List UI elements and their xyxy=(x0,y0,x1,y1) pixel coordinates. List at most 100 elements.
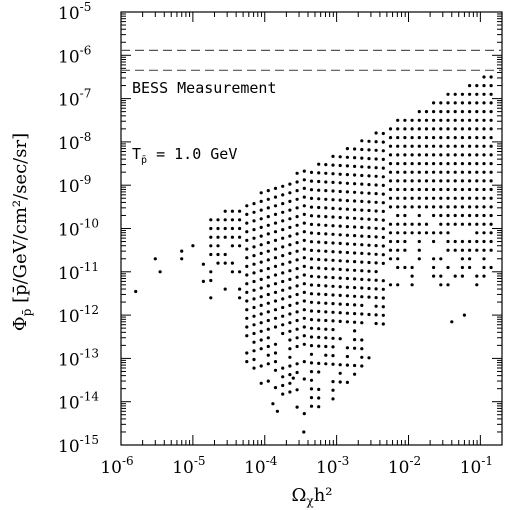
data-point xyxy=(475,84,479,88)
data-point xyxy=(281,314,285,318)
data-point xyxy=(245,230,249,234)
data-point xyxy=(374,287,378,291)
data-point xyxy=(295,388,299,392)
data-point xyxy=(388,196,393,200)
data-point xyxy=(338,259,342,263)
y-tick-label: 10-11 xyxy=(58,260,99,284)
data-point xyxy=(482,239,486,244)
data-point xyxy=(374,174,378,178)
data-point xyxy=(424,127,429,131)
data-point xyxy=(388,179,393,183)
major-ticks xyxy=(120,11,502,446)
data-point xyxy=(331,215,335,219)
data-point xyxy=(338,172,342,176)
data-point xyxy=(439,257,443,261)
data-point xyxy=(482,118,486,122)
data-point xyxy=(475,205,479,209)
data-point xyxy=(460,205,464,209)
data-point xyxy=(417,187,421,192)
data-point xyxy=(273,290,278,294)
data-point xyxy=(482,84,486,88)
data-point xyxy=(432,196,436,200)
data-point xyxy=(432,170,436,174)
data-point xyxy=(331,336,335,340)
data-point xyxy=(360,277,364,281)
data-point xyxy=(317,231,321,236)
y-axis-title-main: Φ xyxy=(10,316,31,331)
data-point xyxy=(317,327,321,331)
y-tick-label: 10-7 xyxy=(58,87,91,111)
data-point xyxy=(432,187,436,192)
data-point xyxy=(468,205,472,209)
data-point xyxy=(482,213,486,218)
data-point xyxy=(381,149,385,153)
data-point xyxy=(482,222,486,226)
data-point xyxy=(460,144,464,148)
data-point xyxy=(338,181,342,185)
data-point xyxy=(468,127,472,131)
data-point xyxy=(489,179,493,183)
data-point xyxy=(230,209,234,213)
data-point xyxy=(331,380,335,384)
data-point xyxy=(281,271,285,275)
data-point xyxy=(475,170,479,174)
data-point xyxy=(331,397,335,401)
data-point xyxy=(424,110,429,114)
data-point xyxy=(360,217,364,221)
data-point xyxy=(238,244,242,248)
data-point xyxy=(396,283,400,287)
data-point xyxy=(324,267,328,271)
data-point xyxy=(460,127,464,131)
data-point xyxy=(245,282,249,286)
data-point xyxy=(468,213,472,218)
data-point xyxy=(331,388,335,392)
data-point xyxy=(331,328,335,332)
x-tick-label: 10-6 xyxy=(100,454,133,478)
data-point xyxy=(367,243,371,247)
data-point xyxy=(453,170,457,174)
data-point xyxy=(432,144,436,148)
data-point xyxy=(424,179,429,183)
data-point xyxy=(396,239,400,244)
data-point xyxy=(245,351,249,355)
x-tick-label: 10-4 xyxy=(244,454,278,478)
data-point xyxy=(460,136,464,140)
data-point xyxy=(295,301,299,305)
data-point xyxy=(245,299,249,303)
data-point xyxy=(238,296,242,300)
data-point xyxy=(410,205,414,209)
data-point xyxy=(482,274,486,278)
data-point xyxy=(309,240,314,244)
data-point xyxy=(317,283,321,287)
data-point xyxy=(462,313,466,317)
data-point xyxy=(353,242,357,246)
data-point xyxy=(403,136,407,140)
data-point xyxy=(302,377,306,381)
data-point xyxy=(424,136,429,140)
data-point xyxy=(396,187,400,192)
data-point xyxy=(453,248,457,252)
data-point xyxy=(410,179,414,183)
data-point xyxy=(281,202,285,206)
data-point xyxy=(302,238,306,242)
data-point xyxy=(281,331,285,336)
data-point xyxy=(238,270,242,274)
data-point xyxy=(338,267,342,271)
data-point xyxy=(223,209,227,213)
data-point xyxy=(238,226,242,231)
data-point xyxy=(446,153,450,157)
data-point xyxy=(252,297,256,301)
data-point xyxy=(252,357,256,362)
data-point xyxy=(288,303,292,307)
data-point xyxy=(338,337,342,341)
data-point xyxy=(230,261,234,265)
data-point xyxy=(309,231,314,235)
data-point xyxy=(489,101,493,105)
data-point xyxy=(331,224,335,228)
data-point xyxy=(309,396,314,400)
data-point xyxy=(475,136,479,140)
data-point xyxy=(367,286,371,291)
data-point xyxy=(295,171,299,175)
data-point xyxy=(324,284,328,288)
data-point xyxy=(288,243,292,247)
